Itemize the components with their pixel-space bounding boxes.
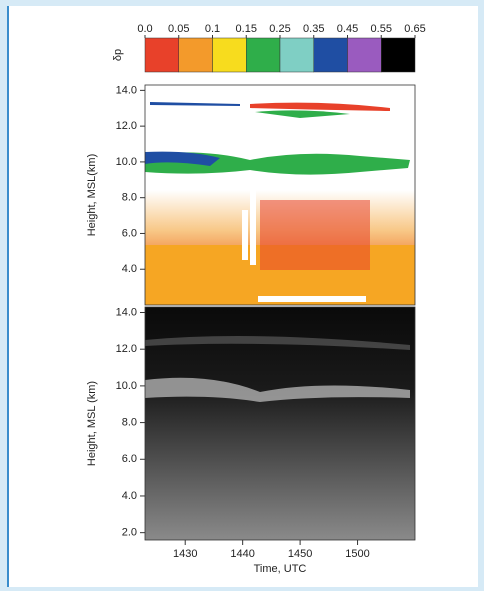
y-tick-label: 4.0 [122, 490, 137, 502]
y-tick-label: 12.0 [116, 343, 137, 355]
y-tick-label: 4.0 [122, 263, 137, 275]
x-tick-label: 1430 [173, 548, 197, 560]
colorbar-tick-label: 0.15 [236, 23, 257, 35]
y-axis-label: Height, MSL (km) [86, 381, 98, 466]
x-tick-label: 1440 [230, 548, 254, 560]
colorbar-segment [279, 37, 314, 73]
lower-image [145, 307, 415, 540]
y-tick-label: 14.0 [116, 306, 137, 318]
colorbar-segment [347, 37, 382, 73]
colorbar-segment [144, 37, 179, 73]
colorbar-tick-label: 0.1 [205, 23, 220, 35]
y-tick-label: 6.0 [122, 227, 137, 239]
colorbar-tick-label: 0.45 [337, 23, 358, 35]
colorbar-tick-label: 0.55 [371, 23, 392, 35]
y-tick-label: 10.0 [116, 156, 137, 168]
colorbar-tick-label: 0.05 [168, 23, 189, 35]
y-tick-label: 8.0 [122, 416, 137, 428]
y-tick-label: 2.0 [122, 527, 137, 539]
y-tick-label: 6.0 [122, 453, 137, 465]
colorbar-segment [313, 37, 348, 73]
x-tick-label: 1450 [288, 548, 312, 560]
y-tick-label: 14.0 [116, 84, 137, 96]
colorbar-tick-label: 0.0 [137, 23, 152, 35]
colorbar-tick-label: 0.65 [404, 23, 425, 35]
y-axis-label: Height, MSL(km) [86, 154, 98, 237]
x-axis-label: Time, UTC [254, 563, 307, 575]
colorbar-segment [246, 37, 281, 73]
panel-border [144, 84, 416, 306]
colorbar-segment [212, 37, 247, 73]
colorbar-tick-label: 0.35 [303, 23, 324, 35]
colorbar-label: δp [112, 49, 124, 61]
panel-border [144, 306, 416, 541]
y-tick-label: 12.0 [116, 120, 137, 132]
colorbar-tick-label: 0.25 [269, 23, 290, 35]
x-tick-label: 1500 [345, 548, 369, 560]
upper-image [145, 85, 415, 305]
y-tick-label: 10.0 [116, 380, 137, 392]
colorbar-segment [381, 37, 416, 73]
y-tick-label: 8.0 [122, 192, 137, 204]
colorbar-segment [178, 37, 213, 73]
